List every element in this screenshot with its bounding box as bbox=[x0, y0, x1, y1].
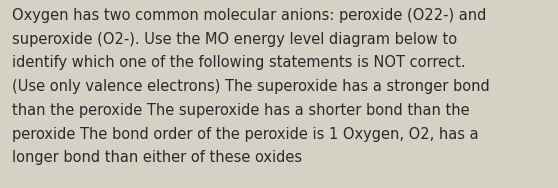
Text: longer bond than either of these oxides: longer bond than either of these oxides bbox=[12, 150, 302, 165]
Text: than the peroxide The superoxide has a shorter bond than the: than the peroxide The superoxide has a s… bbox=[12, 103, 470, 118]
Text: superoxide (O2-). Use the MO energy level diagram below to: superoxide (O2-). Use the MO energy leve… bbox=[12, 32, 457, 47]
Text: identify which one of the following statements is NOT correct.: identify which one of the following stat… bbox=[12, 55, 465, 70]
Text: peroxide The bond order of the peroxide is 1 Oxygen, O2, has a: peroxide The bond order of the peroxide … bbox=[12, 127, 479, 142]
Text: Oxygen has two common molecular anions: peroxide (O22-) and: Oxygen has two common molecular anions: … bbox=[12, 8, 487, 23]
Text: (Use only valence electrons) The superoxide has a stronger bond: (Use only valence electrons) The superox… bbox=[12, 79, 490, 94]
